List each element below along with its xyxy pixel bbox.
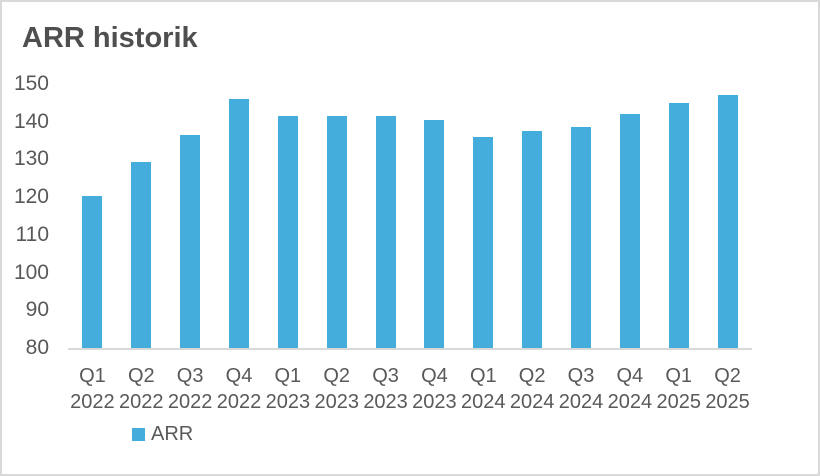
legend-label-arr: ARR	[151, 423, 194, 445]
bar-q2-2024	[522, 130, 543, 348]
bar-q2-2023	[326, 115, 347, 348]
bar-q4-2024	[619, 113, 640, 348]
x-axis-tick-label: Q1 2024	[461, 365, 506, 413]
y-axis-tick-label: 90	[25, 298, 49, 322]
x-axis-tick-label: Q4 2023	[412, 365, 457, 413]
bar-q1-2023	[277, 116, 298, 348]
y-axis-tick-label: 100	[13, 260, 49, 284]
chart-title: ARR historik	[22, 22, 198, 54]
bar-q3-2022	[180, 134, 201, 348]
x-axis-tick-label: Q2 2022	[119, 365, 164, 413]
x-axis-tick-label: Q3 2024	[558, 365, 604, 413]
y-axis-tick-label: 140	[13, 109, 49, 133]
bar-q3-2023	[375, 116, 396, 348]
x-axis-tick-label: Q2 2025	[705, 365, 750, 413]
bar-q1-2022	[82, 195, 103, 348]
bar-q3-2024	[571, 126, 591, 348]
bar-q2-2025	[717, 95, 738, 348]
legend-swatch-arr	[132, 428, 145, 441]
chart-legend: ARR	[132, 423, 193, 446]
bar-q4-2023	[424, 120, 445, 348]
x-axis-tick-label: Q4 2022	[216, 365, 262, 413]
x-axis-tick-label: Q2 2024	[509, 365, 555, 413]
x-axis-tick-label: Q3 2022	[167, 365, 213, 413]
x-axis-tick-label: Q2 2023	[314, 365, 359, 413]
bar-q4-2022	[229, 99, 249, 348]
y-axis-tick-label: 150	[13, 72, 49, 95]
y-axis-tick-label: 80	[25, 336, 49, 359]
bar-q1-2024	[473, 137, 494, 348]
y-axis-tick-label: 130	[13, 147, 49, 171]
y-axis-tick-label: 110	[15, 222, 49, 246]
y-axis-tick-label: 120	[13, 185, 49, 209]
x-axis-tick-label: Q1 2023	[265, 365, 311, 413]
bar-q1-2025	[668, 102, 689, 348]
x-axis-line	[68, 348, 752, 350]
x-axis-tick-label: Q1 2022	[70, 365, 115, 413]
x-axis-tick-label: Q1 2025	[656, 365, 701, 413]
x-axis-tick-label: Q4 2024	[607, 365, 653, 413]
bar-q2-2022	[131, 161, 152, 348]
x-axis-tick-label: Q3 2023	[363, 365, 408, 413]
